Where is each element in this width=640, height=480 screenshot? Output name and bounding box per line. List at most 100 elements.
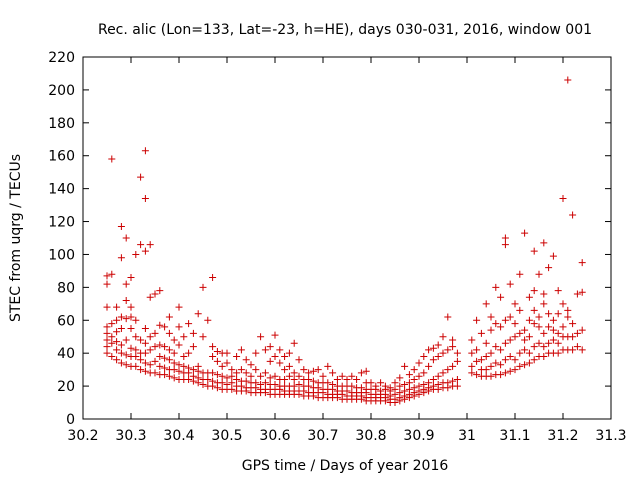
data-point-marker bbox=[185, 364, 193, 372]
data-point-marker bbox=[506, 367, 514, 375]
y-tick-label: 0 bbox=[66, 412, 75, 428]
x-tick-label: 31.3 bbox=[595, 428, 626, 444]
data-point-marker bbox=[521, 336, 529, 344]
data-point-marker bbox=[117, 222, 125, 230]
data-point-marker bbox=[338, 372, 346, 380]
x-tick-label: 30.6 bbox=[259, 428, 290, 444]
data-point-marker bbox=[180, 362, 188, 370]
data-point-marker bbox=[295, 356, 303, 364]
data-point-marker bbox=[151, 290, 159, 298]
data-point-marker bbox=[271, 380, 279, 388]
data-point-marker bbox=[218, 379, 226, 387]
data-point-marker bbox=[117, 349, 125, 357]
data-point-marker bbox=[271, 331, 279, 339]
data-point-marker bbox=[564, 76, 572, 84]
data-point-marker bbox=[108, 352, 116, 360]
data-point-marker bbox=[420, 369, 428, 377]
data-point-marker bbox=[113, 328, 121, 336]
data-point-marker bbox=[348, 372, 356, 380]
x-tick-label: 31.2 bbox=[547, 428, 578, 444]
data-point-marker bbox=[189, 372, 197, 380]
data-point-marker bbox=[213, 348, 221, 356]
data-point-marker bbox=[295, 372, 303, 380]
data-point-marker bbox=[482, 339, 490, 347]
data-point-marker bbox=[233, 352, 241, 360]
data-point-marker bbox=[473, 346, 481, 354]
data-point-marker bbox=[127, 344, 135, 352]
data-point-marker bbox=[492, 359, 500, 367]
data-point-marker bbox=[266, 357, 274, 365]
data-point-marker bbox=[281, 366, 289, 374]
data-point-marker bbox=[497, 293, 505, 301]
data-point-marker bbox=[314, 366, 322, 374]
data-point-marker bbox=[525, 293, 533, 301]
data-point-marker bbox=[333, 376, 341, 384]
data-point-marker bbox=[501, 369, 509, 377]
data-point-marker bbox=[357, 384, 365, 392]
data-point-marker bbox=[228, 379, 236, 387]
data-point-marker bbox=[233, 369, 241, 377]
data-point-marker bbox=[564, 313, 572, 321]
data-point-marker bbox=[180, 352, 188, 360]
data-point-marker bbox=[506, 336, 514, 344]
data-point-marker bbox=[189, 366, 197, 374]
data-point-marker bbox=[372, 382, 380, 390]
data-point-marker bbox=[439, 369, 447, 377]
data-point-marker bbox=[497, 323, 505, 331]
y-tick-label: 220 bbox=[48, 50, 75, 66]
data-point-marker bbox=[511, 366, 519, 374]
data-point-marker bbox=[578, 326, 586, 334]
x-tick-label: 30.9 bbox=[403, 428, 434, 444]
data-point-marker bbox=[554, 339, 562, 347]
data-point-marker bbox=[429, 382, 437, 390]
data-point-marker bbox=[103, 349, 111, 357]
data-point-marker bbox=[137, 356, 145, 364]
data-point-marker bbox=[108, 270, 116, 278]
data-point-marker bbox=[266, 374, 274, 382]
data-point-marker bbox=[141, 339, 149, 347]
x-axis: 30.2 30.3 30.4 30.5 30.6 30.7 30.8 30.9 31 31.1 31… bbox=[67, 57, 627, 444]
data-point-marker bbox=[113, 346, 121, 354]
data-point-marker bbox=[530, 356, 538, 364]
data-point-marker bbox=[233, 376, 241, 384]
data-point-marker bbox=[290, 369, 298, 377]
data-point-marker bbox=[540, 352, 548, 360]
data-point-marker bbox=[247, 372, 255, 380]
data-point-marker bbox=[223, 380, 231, 388]
data-point-marker bbox=[305, 382, 313, 390]
data-point-marker bbox=[545, 264, 553, 272]
data-point-marker bbox=[146, 333, 154, 341]
data-point-marker bbox=[549, 316, 557, 324]
data-point-marker bbox=[276, 359, 284, 367]
data-point-marker bbox=[103, 280, 111, 288]
data-point-marker bbox=[511, 356, 519, 364]
data-point-marker bbox=[545, 310, 553, 318]
data-point-marker bbox=[573, 329, 581, 337]
data-point-marker bbox=[501, 234, 509, 242]
data-point-marker bbox=[487, 313, 495, 321]
data-point-marker bbox=[209, 369, 217, 377]
data-point-marker bbox=[554, 310, 562, 318]
data-point-marker bbox=[261, 346, 269, 354]
data-point-marker bbox=[209, 377, 217, 385]
data-point-marker bbox=[271, 352, 279, 360]
data-point-marker bbox=[530, 343, 538, 351]
x-tick-label: 30.2 bbox=[67, 428, 98, 444]
data-point-marker bbox=[242, 369, 250, 377]
data-point-marker bbox=[261, 369, 269, 377]
data-point-marker bbox=[281, 352, 289, 360]
data-point-marker bbox=[501, 241, 509, 249]
data-point-marker bbox=[549, 252, 557, 260]
data-point-marker bbox=[103, 303, 111, 311]
data-point-marker bbox=[535, 270, 543, 278]
data-point-marker bbox=[453, 376, 461, 384]
data-point-marker bbox=[396, 389, 404, 397]
data-point-marker bbox=[434, 372, 442, 380]
data-point-marker bbox=[410, 376, 418, 384]
data-point-marker bbox=[530, 306, 538, 314]
data-point-marker bbox=[501, 316, 509, 324]
data-point-marker bbox=[391, 385, 399, 393]
data-point-marker bbox=[516, 362, 524, 370]
y-tick-label: 140 bbox=[48, 182, 75, 198]
data-point-marker bbox=[449, 377, 457, 385]
